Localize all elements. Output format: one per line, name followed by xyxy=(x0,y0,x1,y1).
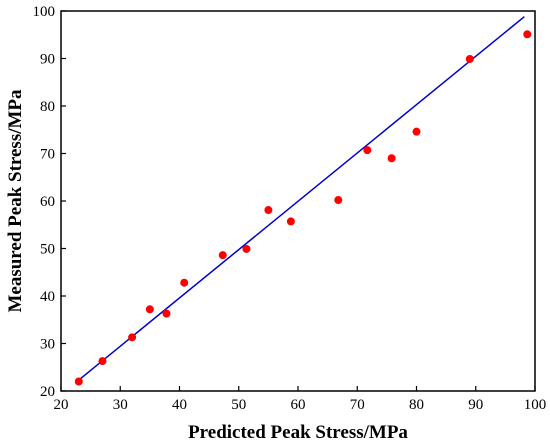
data-point xyxy=(465,54,474,63)
x-axis-title: Predicted Peak Stress/MPa xyxy=(188,422,408,443)
data-point xyxy=(523,30,532,39)
data-point xyxy=(286,217,295,226)
y-tick-label: 40 xyxy=(40,289,55,305)
data-point xyxy=(128,333,137,342)
data-point xyxy=(264,206,273,215)
data-point xyxy=(162,309,171,318)
data-point xyxy=(180,278,189,287)
y-tick-label: 100 xyxy=(33,4,56,20)
x-tick-label: 60 xyxy=(291,397,306,413)
data-point xyxy=(218,251,227,260)
x-tick-label: 80 xyxy=(409,397,424,413)
x-axis: 20 30 40 50 60 70 80 90 100 xyxy=(54,386,547,413)
y-tick-label: 90 xyxy=(40,52,55,68)
y-axis-title: Measured Peak Stress/MPa xyxy=(5,89,26,313)
data-point xyxy=(74,377,83,386)
y-tick-label: 50 xyxy=(40,242,55,258)
x-tick-label: 20 xyxy=(54,397,69,413)
x-tick-label: 70 xyxy=(350,397,365,413)
x-tick-label: 100 xyxy=(524,397,547,413)
x-tick-label: 90 xyxy=(468,397,483,413)
data-point xyxy=(145,305,154,314)
y-axis: 20 30 40 50 60 70 80 90 100 xyxy=(33,4,66,400)
data-point xyxy=(334,196,343,205)
x-tick-label: 30 xyxy=(113,397,128,413)
y-tick-label: 80 xyxy=(40,99,55,115)
data-point xyxy=(387,154,396,163)
x-tick-label: 50 xyxy=(231,397,246,413)
y-tick-label: 30 xyxy=(40,337,55,353)
y-tick-label: 20 xyxy=(40,384,55,400)
y-tick-label: 70 xyxy=(40,147,55,163)
data-point xyxy=(98,357,107,366)
x-tick-label: 40 xyxy=(172,397,187,413)
series-layer xyxy=(74,16,532,386)
fit-line xyxy=(78,16,525,381)
data-point xyxy=(412,127,421,136)
data-point xyxy=(242,244,251,253)
data-point xyxy=(363,146,372,155)
y-tick-label: 60 xyxy=(40,194,55,210)
